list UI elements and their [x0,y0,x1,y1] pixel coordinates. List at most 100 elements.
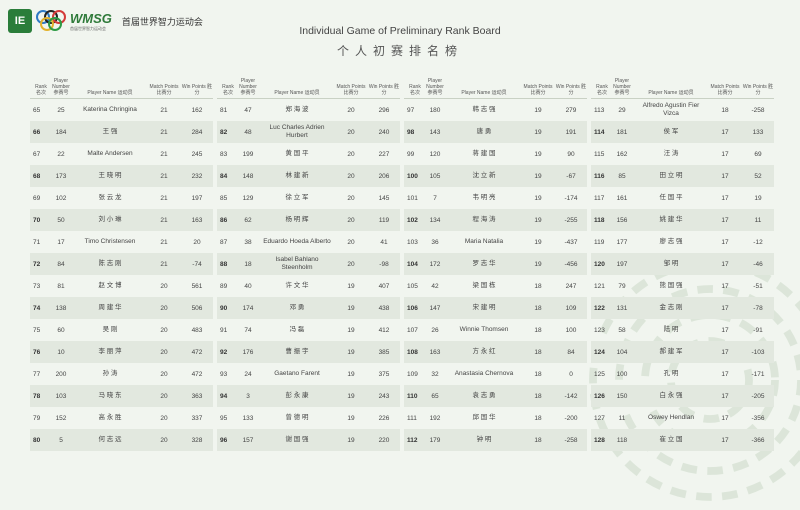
player-number-cell: 148 [242,172,254,180]
player-number-cell: 32 [431,370,439,378]
player-number-cell: 184 [55,128,67,136]
match-points-cell: 21 [160,216,168,224]
table-row: 125 100 孔 明 17 -171 [591,363,774,385]
player-name-cell: 许 文 华 [285,282,309,289]
match-points-cell: 17 [721,128,729,136]
player-name-cell: 郝 建 军 [659,348,683,355]
win-points-cell: 52 [754,172,762,180]
player-number-cell: 10 [57,348,65,356]
player-name-cell: Malte Andersen [87,150,133,157]
rank-cell: 125 [594,370,605,378]
rank-cell: 103 [407,238,418,246]
win-points-cell: 119 [378,216,390,224]
player-number-cell: 60 [57,326,65,334]
table-row: 65 25 Katerina Chringina 21 162 [30,99,213,121]
match-points-cell: 17 [721,414,729,422]
player-name-cell: Gaetano Farent [274,370,320,377]
match-points-cell: 17 [721,238,729,246]
table-row: 122 131 金 志 刚 17 -78 [591,297,774,319]
header-player-number: Player Number 参赛号 [613,78,631,96]
win-points-cell: -174 [564,194,578,202]
player-number-cell: 48 [244,128,252,136]
match-points-cell: 21 [160,238,168,246]
match-points-cell: 20 [347,194,355,202]
player-name-cell: 吴 刚 [102,326,118,333]
win-points-cell: 191 [565,128,577,136]
player-name-cell: 邱 国 华 [472,414,496,421]
win-points-cell: -74 [192,260,202,268]
player-name-cell: 袁 志 勇 [472,392,496,399]
player-number-cell: 161 [616,194,628,202]
player-number-cell: 200 [55,370,67,378]
table-row: 78 103 马 晓 东 20 363 [30,385,213,407]
table-row: 89 40 许 文 华 19 407 [217,275,400,297]
rank-cell: 128 [594,436,605,444]
rank-cell: 91 [220,326,228,334]
header-rank: Rank 名次 [409,84,421,96]
table-row: 72 84 陈 志 刚 21 -74 [30,253,213,275]
player-name-cell: 孔 明 [663,370,679,377]
player-name-cell: 林 建 新 [285,172,309,179]
column-header: Rank 名次 Player Number 参赛号 Player Name 运动员 M… [404,70,587,99]
rank-cell: 107 [407,326,418,334]
table-row: 104 172 罗 志 华 19 -456 [404,253,587,275]
table-row: 88 18 Isabel Bahlano Steenholm 20 -98 [217,253,400,275]
rank-cell: 86 [220,216,228,224]
player-number-cell: 156 [616,216,628,224]
rank-cell: 83 [220,150,228,158]
player-name-cell: Luc Charles Adrien Hurbert [269,124,325,139]
header-rank: Rank 名次 [35,84,47,96]
header-match-points: Match Points 比赛分 [336,84,366,96]
win-points-cell: 506 [191,304,203,312]
win-points-cell: 100 [565,326,577,334]
table-row: 81 47 郑 海 波 20 296 [217,99,400,121]
match-points-cell: 17 [721,436,729,444]
player-number-cell: 199 [242,150,254,158]
win-points-cell: 69 [754,150,762,158]
match-points-cell: 18 [534,370,542,378]
player-number-cell: 134 [429,216,441,224]
match-points-cell: 19 [534,128,542,136]
win-points-cell: -437 [564,238,578,246]
match-points-cell: 18 [721,106,729,114]
header-match-points: Match Points 比赛分 [710,84,740,96]
table-row: 67 22 Malte Andersen 21 245 [30,143,213,165]
player-name-cell: 白 永 强 [659,392,683,399]
win-points-cell: 197 [191,194,203,202]
win-points-cell: -98 [379,260,389,268]
player-name-cell: 曹 振 宇 [285,348,309,355]
table-row: 97 180 韩 志 强 19 279 [404,99,587,121]
rank-cell: 80 [33,436,41,444]
rank-cell: 85 [220,194,228,202]
player-name-cell: 郑 海 波 [285,106,309,113]
match-points-cell: 18 [534,282,542,290]
player-name-cell: 熊 国 强 [659,282,683,289]
rank-cell: 72 [33,260,41,268]
table-row: 91 74 冯 磊 19 412 [217,319,400,341]
match-points-cell: 17 [721,150,729,158]
match-points-cell: 20 [160,370,168,378]
rank-cell: 74 [33,304,41,312]
rank-cell: 126 [594,392,605,400]
table-row: 115 162 汪 涛 17 69 [591,143,774,165]
win-points-cell: 90 [567,150,575,158]
win-points-cell: 240 [378,128,390,136]
win-points-cell: -171 [751,370,765,378]
rank-cell: 71 [33,238,41,246]
player-number-cell: 131 [616,304,628,312]
win-points-cell: 11 [754,216,762,224]
win-points-cell: -12 [753,238,763,246]
player-number-cell: 103 [55,392,67,400]
match-points-cell: 17 [721,392,729,400]
player-name-cell: 韦 明 亮 [472,194,496,201]
player-number-cell: 179 [429,436,441,444]
player-name-cell: 沈 立 新 [472,172,496,179]
rank-cell: 94 [220,392,228,400]
header-player-number: Player Number 参赛号 [239,78,257,96]
rank-cell: 78 [33,392,41,400]
player-number-cell: 163 [429,348,441,356]
table-row: 71 17 Timo Christensen 21 20 [30,231,213,253]
player-name-cell: 唐 勇 [476,128,492,135]
player-name-cell: Timo Christensen [84,238,136,245]
event-logo-badge: IE [8,9,32,33]
